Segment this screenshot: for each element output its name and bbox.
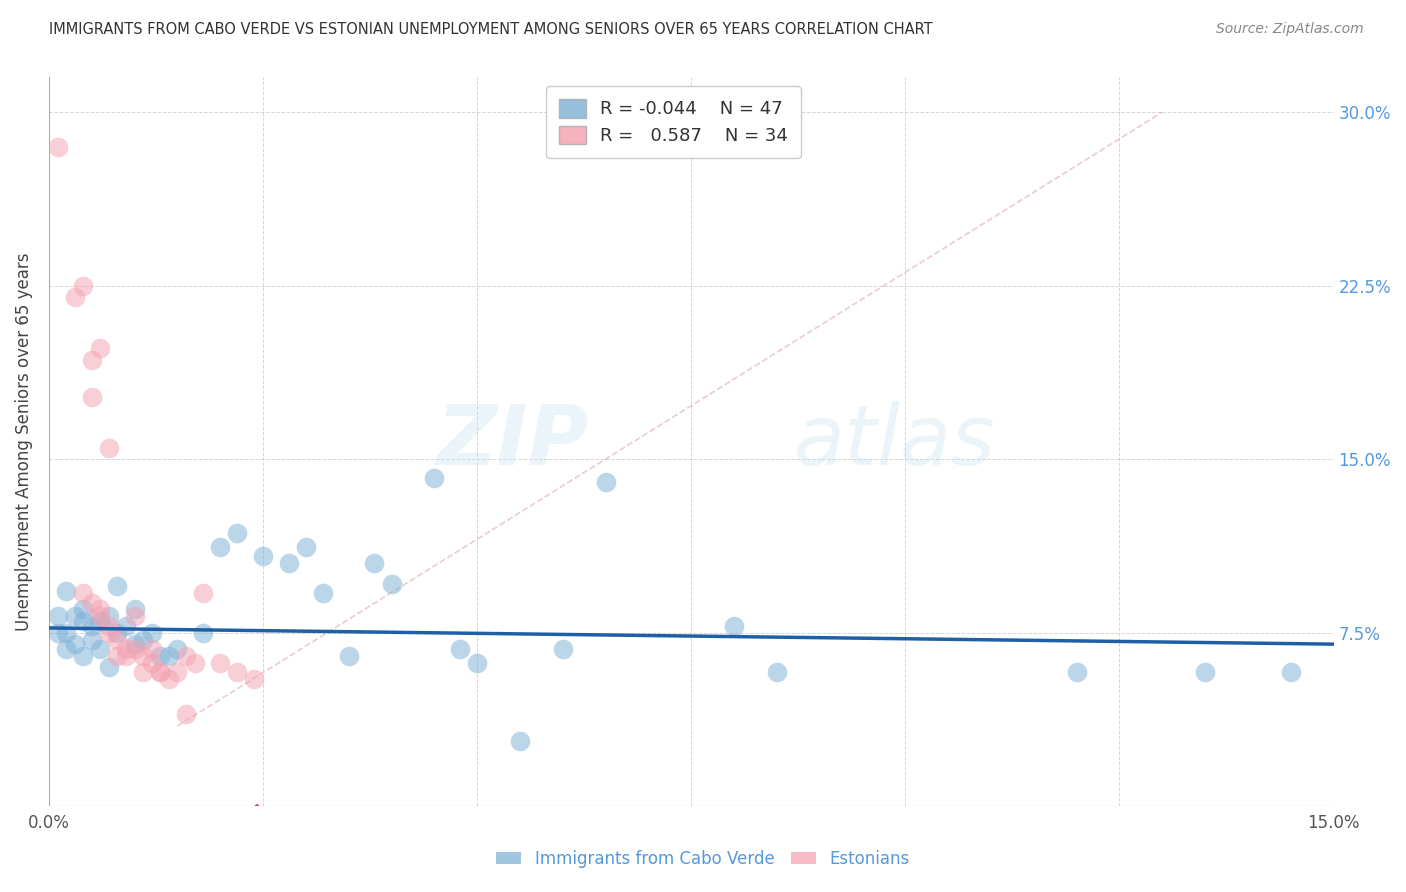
Point bbox=[295, 540, 318, 554]
Point bbox=[89, 641, 111, 656]
Point bbox=[149, 665, 172, 679]
Point bbox=[97, 660, 120, 674]
Point bbox=[132, 665, 155, 679]
Point bbox=[166, 641, 188, 656]
Point bbox=[89, 609, 111, 624]
Point bbox=[63, 637, 86, 651]
Point bbox=[1194, 665, 1216, 679]
Point bbox=[46, 609, 69, 624]
Point bbox=[124, 641, 146, 656]
Text: atlas: atlas bbox=[794, 401, 995, 483]
Point bbox=[115, 618, 138, 632]
Point bbox=[243, 672, 266, 686]
Point bbox=[55, 641, 77, 656]
Point bbox=[72, 602, 94, 616]
Point bbox=[124, 637, 146, 651]
Point bbox=[124, 609, 146, 624]
Point bbox=[380, 577, 402, 591]
Point bbox=[226, 526, 249, 541]
Point bbox=[465, 656, 488, 670]
Y-axis label: Unemployment Among Seniors over 65 years: Unemployment Among Seniors over 65 years bbox=[15, 252, 32, 631]
Point bbox=[174, 648, 197, 663]
Point bbox=[157, 648, 180, 663]
Point bbox=[89, 602, 111, 616]
Point bbox=[183, 656, 205, 670]
Point bbox=[72, 614, 94, 628]
Point bbox=[595, 475, 617, 490]
Point bbox=[132, 648, 155, 663]
Point bbox=[166, 665, 188, 679]
Point bbox=[132, 632, 155, 647]
Point bbox=[107, 625, 129, 640]
Point bbox=[80, 352, 103, 367]
Point bbox=[337, 648, 360, 663]
Point bbox=[80, 390, 103, 404]
Point bbox=[97, 441, 120, 455]
Point bbox=[209, 656, 232, 670]
Point bbox=[46, 625, 69, 640]
Point bbox=[107, 579, 129, 593]
Point bbox=[55, 625, 77, 640]
Point bbox=[209, 540, 232, 554]
Point bbox=[46, 140, 69, 154]
Point bbox=[363, 556, 385, 570]
Legend: R = -0.044    N = 47, R =   0.587    N = 34: R = -0.044 N = 47, R = 0.587 N = 34 bbox=[546, 87, 801, 158]
Point bbox=[141, 625, 163, 640]
Point bbox=[174, 706, 197, 721]
Point bbox=[80, 595, 103, 609]
Point bbox=[141, 656, 163, 670]
Point bbox=[107, 648, 129, 663]
Point bbox=[509, 734, 531, 748]
Point bbox=[80, 618, 103, 632]
Point bbox=[277, 556, 299, 570]
Point bbox=[1279, 665, 1302, 679]
Point bbox=[551, 641, 574, 656]
Legend: Immigrants from Cabo Verde, Estonians: Immigrants from Cabo Verde, Estonians bbox=[489, 844, 917, 875]
Point bbox=[149, 648, 172, 663]
Point bbox=[191, 625, 214, 640]
Text: ZIP: ZIP bbox=[436, 401, 589, 483]
Point bbox=[97, 625, 120, 640]
Point bbox=[107, 632, 129, 647]
Point bbox=[97, 609, 120, 624]
Point bbox=[766, 665, 789, 679]
Point bbox=[141, 641, 163, 656]
Text: IMMIGRANTS FROM CABO VERDE VS ESTONIAN UNEMPLOYMENT AMONG SENIORS OVER 65 YEARS : IMMIGRANTS FROM CABO VERDE VS ESTONIAN U… bbox=[49, 22, 932, 37]
Point bbox=[72, 586, 94, 600]
Point bbox=[115, 648, 138, 663]
Point bbox=[226, 665, 249, 679]
Point bbox=[63, 290, 86, 304]
Point bbox=[191, 586, 214, 600]
Point bbox=[312, 586, 335, 600]
Point bbox=[63, 609, 86, 624]
Point bbox=[423, 470, 446, 484]
Point bbox=[72, 648, 94, 663]
Point bbox=[80, 632, 103, 647]
Point bbox=[723, 618, 745, 632]
Point bbox=[97, 618, 120, 632]
Point bbox=[1066, 665, 1088, 679]
Point bbox=[72, 278, 94, 293]
Point bbox=[252, 549, 274, 564]
Point bbox=[124, 602, 146, 616]
Text: Source: ZipAtlas.com: Source: ZipAtlas.com bbox=[1216, 22, 1364, 37]
Point bbox=[89, 614, 111, 628]
Point bbox=[115, 641, 138, 656]
Point bbox=[55, 583, 77, 598]
Point bbox=[89, 341, 111, 355]
Point bbox=[449, 641, 471, 656]
Point bbox=[149, 665, 172, 679]
Point bbox=[157, 672, 180, 686]
